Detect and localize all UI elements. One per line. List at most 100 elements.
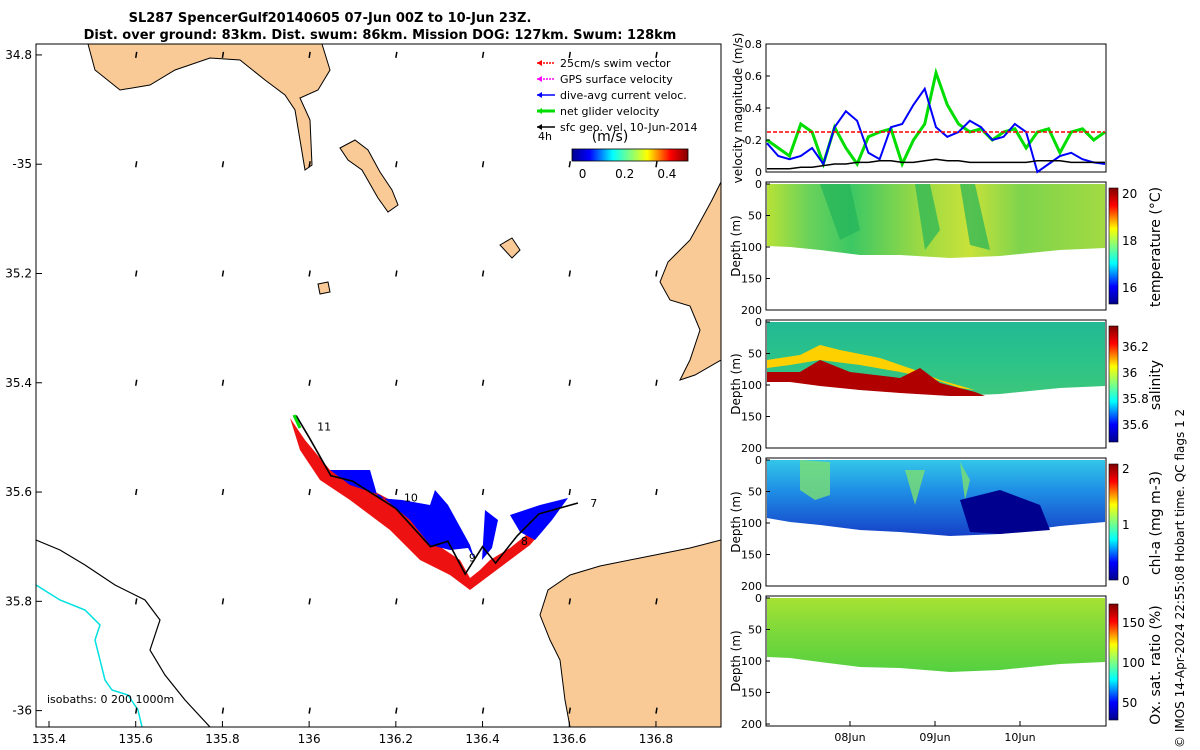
geo-arrow: [221, 51, 225, 59]
geo-arrow: [655, 707, 658, 714]
isobath-1000: [36, 584, 143, 727]
depth-tick-label: 200: [741, 580, 762, 593]
geo-arrow: [308, 707, 311, 714]
map-ytick-label: 35.8: [5, 594, 32, 608]
map-xtick-label: 136.6: [552, 732, 586, 746]
map-xtick-label: 136.4: [465, 732, 499, 746]
depth-tick-label: 150: [741, 549, 762, 562]
land-islet-2: [317, 281, 331, 295]
interval-label: 4h: [538, 130, 552, 143]
section-cb-tick-label: 50: [1122, 696, 1137, 710]
geo-arrow: [395, 270, 398, 277]
depth-tick-label: 50: [748, 348, 762, 361]
legend-label: GPS surface velocity: [560, 73, 673, 86]
geo-arrow: [134, 161, 138, 168]
depth-tick-label: 100: [741, 655, 762, 668]
map-xtick-label: 135.6: [119, 732, 153, 746]
velocity-panel: 0 0.2 0.4 0.6 0.8 velocity magnitude (m/s): [731, 33, 1107, 184]
chl-cb-label: chl-a (mg m-3): [1148, 471, 1164, 575]
geo-arrow: [134, 598, 138, 605]
temperature-colorbar: [1108, 187, 1119, 305]
map-ytick-label: 35.6: [5, 485, 32, 499]
geo-arrow: [655, 161, 658, 168]
chart-subtitle: Dist. over ground: 83km. Dist. swum: 86k…: [84, 28, 677, 43]
geo-arrow: [568, 379, 571, 386]
legend-arrowhead: [537, 92, 542, 98]
salinity-warm-band: [767, 345, 990, 392]
velocity-axes: [765, 43, 1107, 173]
land-islet-1: [499, 237, 521, 259]
temperature-panel: temperature (°C) Depth (m) 050100150200 …: [729, 178, 1164, 317]
map-ytick-label: 35.4: [5, 376, 32, 390]
geo-arrow: [481, 379, 485, 386]
map-ytick-label: 34.8: [5, 48, 32, 62]
temperature-ylabel: Depth (m): [729, 215, 743, 276]
geo-arrow: [221, 379, 225, 386]
section-cb-tick-label: 16: [1122, 281, 1137, 295]
chl-depth-ticks: 0 50 100 150 200: [741, 454, 770, 593]
map-xtick-label: 135.4: [32, 732, 66, 746]
depth-tick-label: 150: [741, 687, 762, 700]
geo-arrow: [308, 270, 311, 277]
glider-track: [295, 415, 579, 576]
geo-arrow: [134, 488, 138, 496]
salinity-depth-ticks: 0 50 100 150 200: [741, 316, 770, 455]
salinity-panel: salinity Depth (m) 0 50 100 150 200 36.2 36 35…: [729, 316, 1164, 455]
land-southeast: [539, 539, 721, 727]
section-cb-tick-label: 0: [1122, 574, 1130, 588]
depth-tick-label: 50: [748, 210, 762, 223]
oxygen-panel: Ox. sat. ratio (%) Depth (m) 0 50 100 150 20…: [729, 592, 1164, 744]
geo-arrow: [395, 598, 398, 605]
geo-arrow: [221, 488, 225, 496]
legend-arrowhead: [537, 76, 542, 82]
map-xtick-label: 136.8: [639, 732, 673, 746]
speed-colorbar: [571, 148, 689, 162]
section-cb-tick-label: 18: [1122, 234, 1137, 248]
velocity-line-dive_avg: [766, 86, 1106, 174]
geo-arrow: [308, 161, 311, 168]
current-vector-area-1: [330, 470, 475, 560]
velocity-y-ticks: 0 0.2 0.4 0.6 0.8: [745, 38, 770, 179]
geo-arrow: [221, 161, 225, 168]
geo-arrow: [221, 598, 225, 605]
current-vector-area-2: [482, 510, 498, 560]
geo-arrow: [308, 379, 311, 386]
sfc-geo-velocity-arrows: [134, 51, 658, 714]
section-cb-tick-label: 36: [1122, 366, 1137, 380]
salinity-colorbar: [1108, 325, 1119, 443]
speed-colorbar-ticks: 0 0.2 0.4: [579, 167, 677, 181]
section-cb-tick-label: 1: [1122, 518, 1130, 532]
section-cb-tick-label: 100: [1122, 656, 1145, 670]
velocity-ytick-label: 0.6: [745, 70, 763, 83]
oxygen-cb-label: Ox. sat. ratio (%): [1148, 605, 1164, 724]
chl-cb-ticks: 2 1 0: [1122, 462, 1130, 588]
geo-arrow: [568, 488, 571, 496]
geo-arrow: [395, 51, 398, 59]
map-ytick-label: -35: [12, 157, 32, 171]
geo-arrow: [308, 51, 311, 59]
geo-arrow: [395, 379, 398, 386]
chl-low-patch: [960, 490, 1050, 534]
geo-arrow: [134, 270, 138, 277]
velocity-ytick-label: 0: [755, 166, 762, 179]
depth-tick-label: 50: [748, 486, 762, 499]
isobath-200: [36, 539, 211, 727]
geo-arrow: [481, 488, 485, 496]
legend-label: dive-avg current veloc.: [560, 89, 687, 102]
time-tick-label: 08Jun: [834, 731, 865, 744]
depth-tick-label: 100: [741, 517, 762, 530]
geo-arrow: [481, 161, 485, 168]
salinity-cb-label: salinity: [1148, 360, 1164, 410]
oxygen-cb-ticks: 150 100 50: [1122, 616, 1145, 710]
map-panel: 11 10 9 8 7 135.4 135.6 135.8 136 136.2 136.4 136.…: [5, 43, 722, 746]
geo-arrow: [221, 707, 225, 714]
salinity-cb-ticks: 36.2 36 35.8 35.6: [1122, 340, 1149, 432]
temperature-cool-patches: [820, 184, 990, 250]
time-tick-label: 09Jun: [919, 731, 950, 744]
velocity-ylabel: velocity magnitude (m/s): [731, 33, 745, 184]
geo-arrow: [568, 598, 571, 605]
legend-label: sfc geo. vel. 10-Jun-2014: [560, 121, 697, 134]
temperature-depth-ticks: 0 50 100 150 200: [741, 178, 770, 317]
legend-arrowhead: [537, 108, 542, 114]
velocity-series: [766, 67, 1106, 174]
